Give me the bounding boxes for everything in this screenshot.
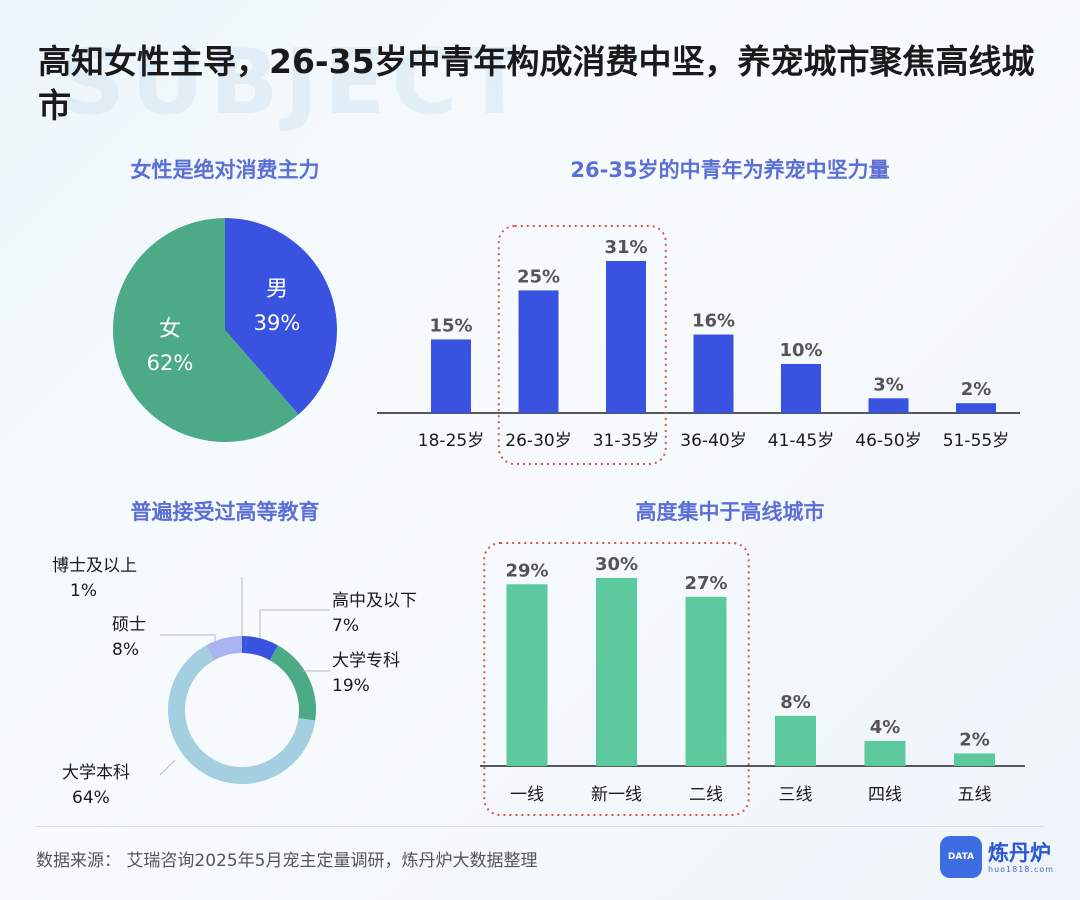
x-tick-label: 三线 bbox=[779, 785, 813, 805]
bar-三线 bbox=[775, 715, 816, 766]
bar-value-label: 25% bbox=[517, 266, 560, 287]
age-chart-title: 26-35岁的中青年为养宠中坚力量 bbox=[570, 158, 890, 182]
x-tick-label: 新一线 bbox=[591, 785, 642, 805]
x-tick-label: 31-35岁 bbox=[593, 431, 659, 451]
pie-slice-female bbox=[112, 218, 299, 442]
pie-slice-male bbox=[225, 218, 337, 415]
donut-leader-line bbox=[160, 634, 216, 643]
x-tick-label: 26-30岁 bbox=[505, 431, 571, 451]
education-chart-title: 普遍接受过高等教育 bbox=[130, 500, 320, 524]
logo-icon: DATA bbox=[940, 836, 982, 878]
city-chart-title: 高度集中于高线城市 bbox=[635, 500, 825, 524]
donut-segment-high-school bbox=[245, 636, 278, 661]
bar-value-label: 30% bbox=[595, 554, 638, 575]
pie-value-male: 39% bbox=[254, 311, 301, 335]
bar-四线 bbox=[864, 740, 906, 766]
bar-value-label: 10% bbox=[779, 340, 822, 361]
donut-segment-college bbox=[269, 645, 316, 721]
data-source-note: 数据来源： 艾瑞咨询2025年5月宠主定量调研，炼丹炉大数据整理 bbox=[36, 851, 538, 871]
bar-value-label: 3% bbox=[873, 374, 904, 395]
bar-二线 bbox=[685, 596, 727, 766]
x-tick-label: 五线 bbox=[958, 785, 992, 805]
bar-value-label: 4% bbox=[870, 717, 901, 738]
gender-pie-chart: 男 39% 女 62% bbox=[112, 218, 337, 442]
bar-value-label: 8% bbox=[780, 692, 811, 713]
bar-五线 bbox=[954, 753, 995, 766]
bar-value-label: 15% bbox=[429, 315, 472, 336]
bar-新一线 bbox=[596, 578, 637, 766]
x-tick-label: 二线 bbox=[689, 785, 723, 805]
donut-value-master: 8% bbox=[112, 640, 139, 660]
donut-label-college: 大学专科 bbox=[332, 651, 400, 671]
brand-logo[interactable]: DATA 炼丹炉 huo1818.com bbox=[940, 836, 1054, 878]
x-tick-label: 36-40岁 bbox=[680, 431, 746, 451]
footer-divider bbox=[36, 826, 1044, 827]
donut-label-high-school: 高中及以下 bbox=[332, 591, 417, 611]
bar-value-label: 31% bbox=[604, 237, 647, 258]
bar-value-label: 2% bbox=[959, 729, 990, 750]
donut-label-phd: 博士及以上 bbox=[52, 556, 137, 576]
x-tick-label: 41-45岁 bbox=[768, 431, 834, 451]
logo-name: 炼丹炉 bbox=[988, 840, 1051, 865]
bar-18-25岁 bbox=[431, 339, 471, 413]
age-bar-chart: 15% 18-25岁 25% 26-30岁 31% 31-35岁 16% 36-40岁 10% 4… bbox=[377, 225, 1020, 465]
x-tick-label: 51-55岁 bbox=[943, 431, 1009, 451]
bar-value-label: 27% bbox=[684, 573, 727, 594]
donut-label-master: 硕士 bbox=[112, 615, 146, 635]
gender-chart-title: 女性是绝对消费主力 bbox=[130, 158, 320, 182]
bar-41-45岁 bbox=[781, 363, 821, 413]
x-tick-label: 18-25岁 bbox=[418, 431, 484, 451]
bar-26-30岁 bbox=[518, 290, 559, 413]
pie-label-male: 男 bbox=[266, 277, 288, 302]
bar-51-55岁 bbox=[956, 403, 996, 413]
bar-value-label: 16% bbox=[692, 311, 735, 332]
x-tick-label: 四线 bbox=[868, 785, 902, 805]
bar-value-label: 2% bbox=[961, 379, 992, 400]
donut-value-high-school: 7% bbox=[332, 616, 359, 636]
bar-36-40岁 bbox=[693, 334, 734, 413]
bar-46-50岁 bbox=[868, 398, 909, 413]
donut-value-phd: 1% bbox=[70, 581, 97, 601]
watermark-text: SUBJECT bbox=[60, 30, 531, 135]
bar-一线 bbox=[506, 584, 548, 766]
x-tick-label: 46-50岁 bbox=[855, 431, 921, 451]
bar-value-label: 29% bbox=[505, 560, 548, 581]
donut-label-bachelor: 大学本科 bbox=[62, 763, 130, 783]
logo-url: huo1818.com bbox=[988, 864, 1055, 874]
pie-label-female: 女 bbox=[159, 317, 181, 342]
donut-value-bachelor: 64% bbox=[72, 788, 110, 808]
highlight-box bbox=[497, 225, 667, 465]
page-title: 高知女性主导，26-35岁中青年构成消费中坚，养宠城市聚焦高线城市 bbox=[38, 42, 1035, 125]
education-donut-chart: 博士及以上 1% 高中及以下 7% 大学专科 19% 大学本科 64% 硕士 8% bbox=[52, 556, 417, 808]
pie-value-female: 62% bbox=[147, 351, 194, 375]
donut-leader-line bbox=[159, 759, 176, 776]
x-tick-label: 一线 bbox=[510, 785, 544, 805]
bar-31-35岁 bbox=[606, 261, 646, 413]
city-tier-bar-chart: 29% 一线 30% 新一线 27% 二线 8% 三线 4% 四线 2% 五线 bbox=[480, 542, 1025, 816]
donut-value-college: 19% bbox=[332, 676, 370, 696]
donut-segment-phd bbox=[242, 636, 247, 654]
donut-leader-line bbox=[259, 609, 330, 638]
